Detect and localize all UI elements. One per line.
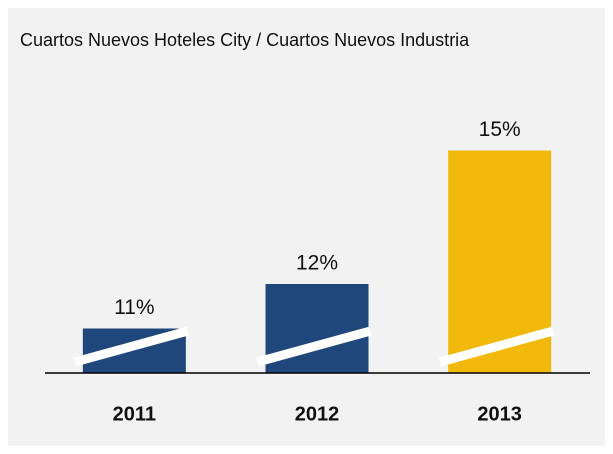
chart-title: Cuartos Nuevos Hoteles City / Cuartos Nu… xyxy=(20,30,470,50)
value-label: 12% xyxy=(296,252,338,275)
x-tick-label: 2012 xyxy=(295,403,340,425)
axis-break xyxy=(438,326,555,367)
x-tick-label: 2013 xyxy=(477,403,522,425)
x-tick-label: 2011 xyxy=(113,403,156,425)
axis-break xyxy=(256,326,372,367)
value-label: 15% xyxy=(479,118,521,141)
axis-break xyxy=(73,326,190,367)
value-label: 11% xyxy=(114,296,154,319)
